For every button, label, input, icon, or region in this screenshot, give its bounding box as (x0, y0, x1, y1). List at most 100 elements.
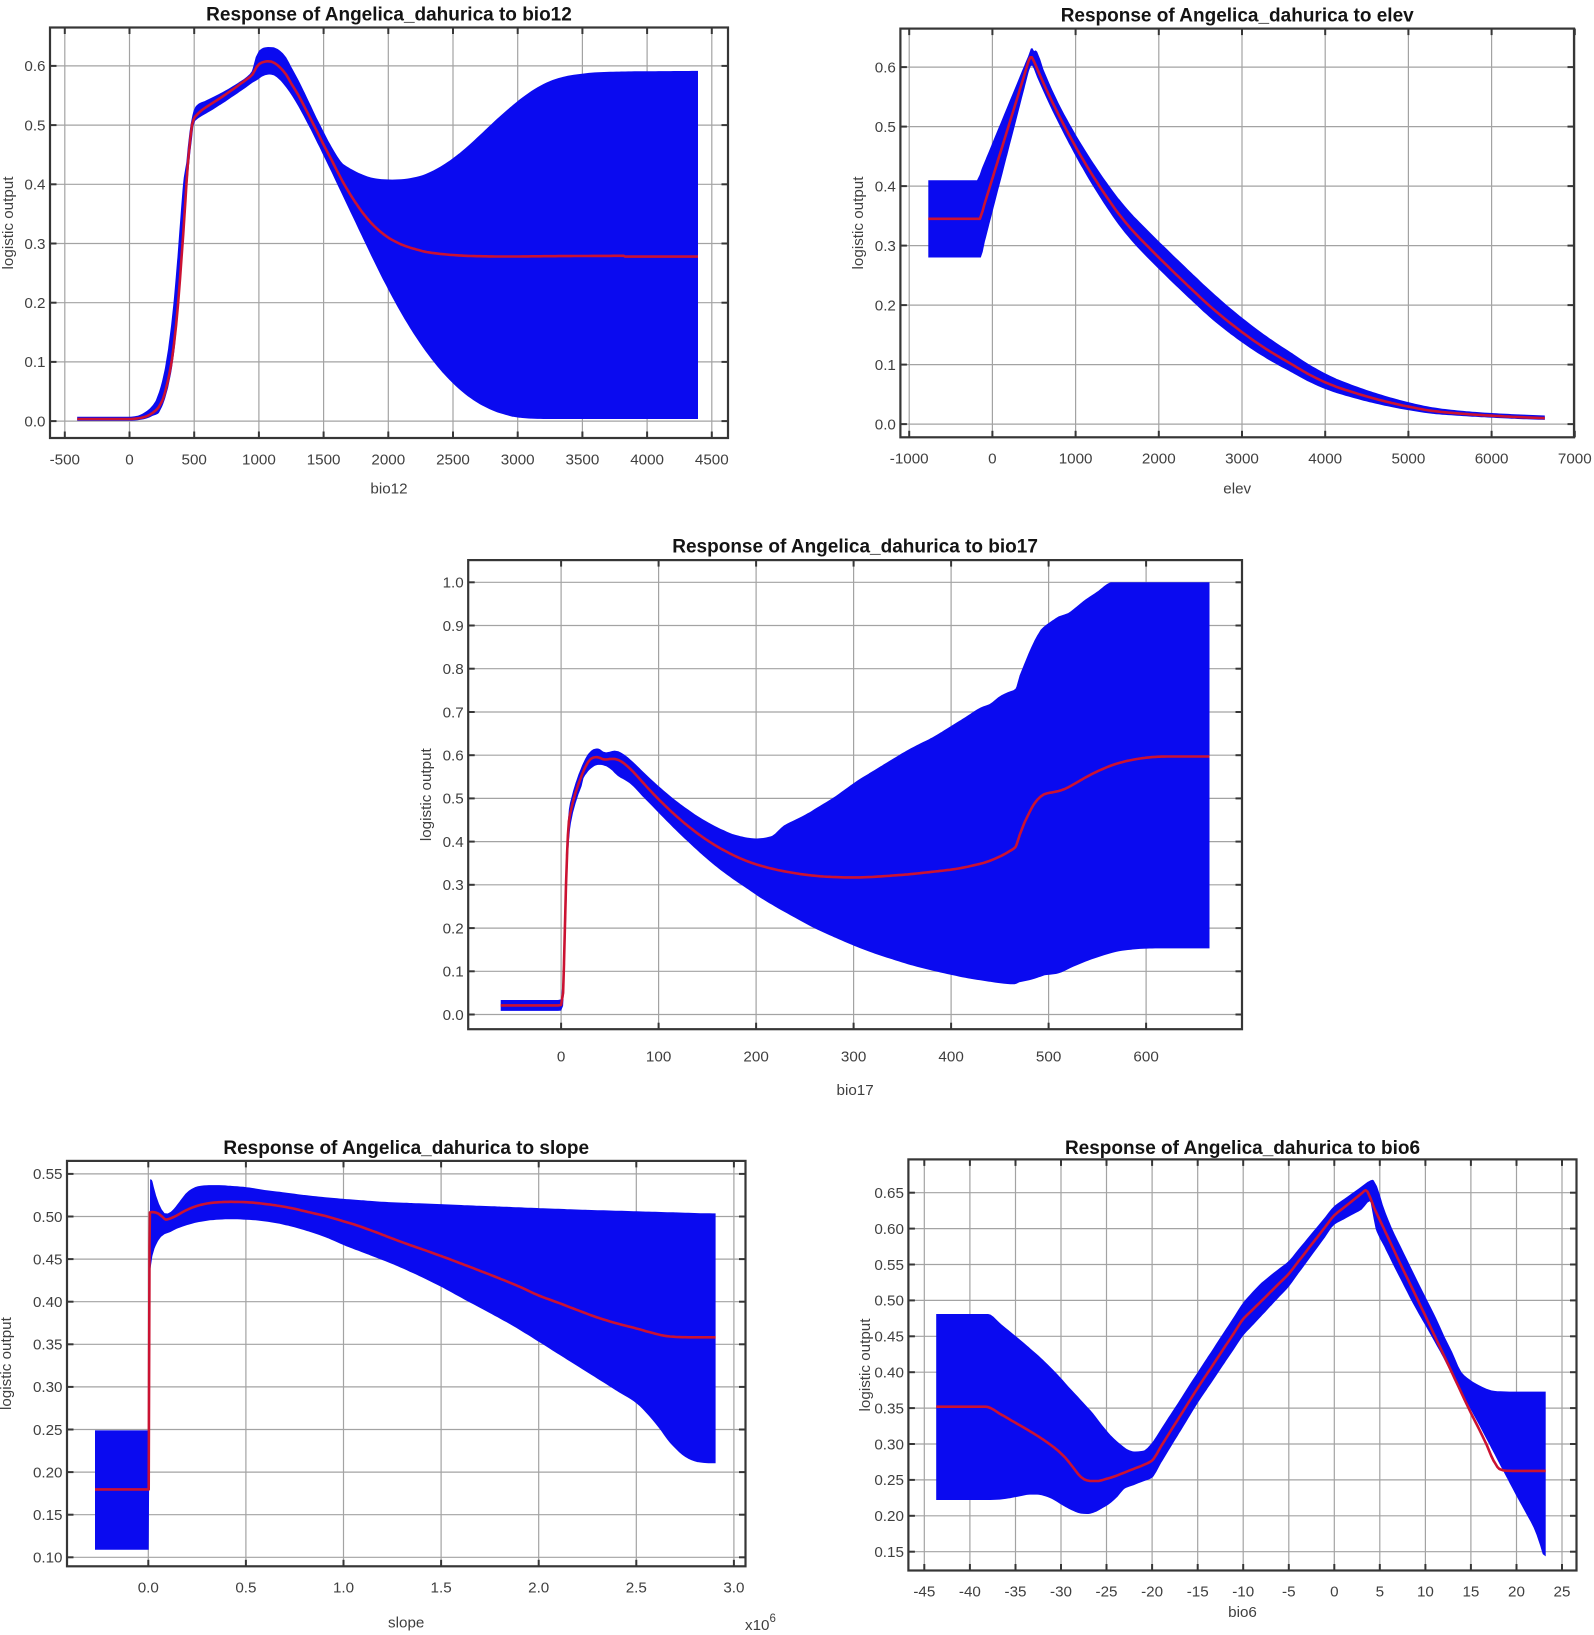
svg-text:0.1: 0.1 (24, 354, 45, 371)
svg-text:20: 20 (1508, 1584, 1525, 1601)
svg-text:400: 400 (938, 1049, 963, 1066)
svg-text:0: 0 (1330, 1584, 1338, 1601)
svg-text:0.1: 0.1 (875, 357, 896, 374)
svg-text:-20: -20 (1141, 1584, 1163, 1601)
svg-text:0.45: 0.45 (33, 1251, 63, 1268)
svg-text:0.2: 0.2 (443, 920, 464, 937)
svg-text:0.35: 0.35 (874, 1400, 904, 1417)
svg-text:7000: 7000 (1558, 451, 1592, 468)
svg-text:1.0: 1.0 (333, 1580, 354, 1597)
svg-text:logistic output: logistic output (850, 176, 867, 270)
svg-text:0.55: 0.55 (33, 1166, 63, 1183)
svg-text:0.2: 0.2 (875, 297, 896, 314)
svg-text:3500: 3500 (566, 452, 600, 469)
svg-text:-40: -40 (959, 1584, 981, 1601)
svg-text:0.25: 0.25 (33, 1422, 63, 1439)
svg-text:bio17: bio17 (837, 1082, 874, 1099)
svg-text:0.2: 0.2 (24, 295, 45, 312)
svg-text:1000: 1000 (242, 452, 276, 469)
svg-text:0.35: 0.35 (33, 1337, 63, 1354)
svg-text:0.5: 0.5 (24, 117, 45, 134)
svg-text:0.3: 0.3 (875, 238, 896, 255)
svg-text:Response of Angelica_dahurica: Response of Angelica_dahurica to elev (1061, 6, 1414, 27)
svg-text:2500: 2500 (436, 452, 470, 469)
svg-text:0.8: 0.8 (443, 661, 464, 678)
svg-text:2.0: 2.0 (528, 1580, 549, 1597)
svg-text:0.3: 0.3 (443, 877, 464, 894)
svg-text:1.0: 1.0 (443, 575, 464, 592)
svg-text:0.30: 0.30 (874, 1436, 904, 1453)
svg-text:0.40: 0.40 (33, 1294, 63, 1311)
svg-text:3000: 3000 (501, 452, 535, 469)
svg-text:-45: -45 (913, 1584, 935, 1601)
svg-text:6000: 6000 (1475, 451, 1509, 468)
svg-text:0.4: 0.4 (24, 177, 45, 194)
svg-text:2000: 2000 (1142, 451, 1176, 468)
svg-text:2000: 2000 (371, 452, 405, 469)
svg-text:-35: -35 (1005, 1584, 1027, 1601)
svg-text:1000: 1000 (1059, 451, 1093, 468)
svg-text:5: 5 (1376, 1584, 1384, 1601)
svg-text:4000: 4000 (1308, 451, 1342, 468)
svg-text:bio6: bio6 (1228, 1604, 1257, 1621)
svg-text:-500: -500 (50, 452, 80, 469)
svg-text:4000: 4000 (630, 452, 664, 469)
svg-text:15: 15 (1462, 1584, 1479, 1601)
svg-text:4500: 4500 (695, 452, 729, 469)
svg-text:Response of Angelica_dahurica: Response of Angelica_dahurica to slope (223, 1138, 589, 1159)
svg-text:1500: 1500 (307, 452, 341, 469)
svg-text:0.65: 0.65 (874, 1185, 904, 1202)
svg-text:0.4: 0.4 (443, 834, 464, 851)
svg-text:0.40: 0.40 (874, 1365, 904, 1382)
svg-text:0.1: 0.1 (443, 964, 464, 981)
svg-text:200: 200 (743, 1049, 768, 1066)
svg-text:slope: slope (388, 1615, 424, 1632)
svg-text:100: 100 (646, 1049, 671, 1066)
svg-text:0.0: 0.0 (138, 1580, 159, 1597)
svg-text:0.0: 0.0 (24, 413, 45, 430)
svg-text:0.7: 0.7 (443, 704, 464, 721)
svg-text:logistic output: logistic output (0, 176, 17, 270)
svg-text:Response of Angelica_dahurica: Response of Angelica_dahurica to bio12 (206, 5, 572, 26)
svg-text:Response of Angelica_dahurica: Response of Angelica_dahurica to bio6 (1065, 1138, 1420, 1159)
svg-text:-1000: -1000 (890, 451, 929, 468)
svg-text:25: 25 (1554, 1584, 1571, 1601)
svg-text:x106: x106 (745, 1613, 776, 1634)
svg-text:0.9: 0.9 (443, 618, 464, 635)
svg-text:-25: -25 (1096, 1584, 1118, 1601)
svg-text:0.55: 0.55 (874, 1257, 904, 1274)
svg-text:0.25: 0.25 (874, 1472, 904, 1489)
svg-text:500: 500 (182, 452, 207, 469)
svg-text:0.15: 0.15 (874, 1544, 904, 1561)
svg-text:-30: -30 (1050, 1584, 1072, 1601)
svg-text:0.5: 0.5 (235, 1580, 256, 1597)
svg-text:0.50: 0.50 (33, 1209, 63, 1226)
svg-text:-15: -15 (1187, 1584, 1209, 1601)
svg-text:3000: 3000 (1225, 451, 1259, 468)
svg-text:500: 500 (1036, 1049, 1061, 1066)
svg-text:0.0: 0.0 (443, 1007, 464, 1024)
svg-text:0.6: 0.6 (875, 59, 896, 76)
svg-text:Response of Angelica_dahurica: Response of Angelica_dahurica to bio17 (672, 537, 1038, 558)
svg-text:0: 0 (125, 452, 133, 469)
svg-text:1.5: 1.5 (431, 1580, 452, 1597)
svg-text:elev: elev (1223, 481, 1251, 498)
svg-text:logistic output: logistic output (0, 1316, 15, 1410)
svg-text:-10: -10 (1232, 1584, 1254, 1601)
svg-text:0.20: 0.20 (33, 1464, 63, 1481)
svg-text:300: 300 (841, 1049, 866, 1066)
svg-text:10: 10 (1417, 1584, 1434, 1601)
svg-text:0.45: 0.45 (874, 1329, 904, 1346)
svg-text:logistic output: logistic output (857, 1318, 874, 1412)
svg-text:0.60: 0.60 (874, 1221, 904, 1238)
svg-text:0.0: 0.0 (875, 416, 896, 433)
svg-text:2.5: 2.5 (626, 1580, 647, 1597)
svg-text:600: 600 (1133, 1049, 1158, 1066)
svg-text:0.4: 0.4 (875, 178, 896, 195)
svg-text:logistic output: logistic output (418, 747, 435, 841)
svg-text:0.5: 0.5 (875, 119, 896, 136)
svg-text:0.15: 0.15 (33, 1507, 63, 1524)
svg-text:0.10: 0.10 (33, 1550, 63, 1567)
svg-text:0.6: 0.6 (24, 58, 45, 75)
svg-text:0.6: 0.6 (443, 748, 464, 765)
